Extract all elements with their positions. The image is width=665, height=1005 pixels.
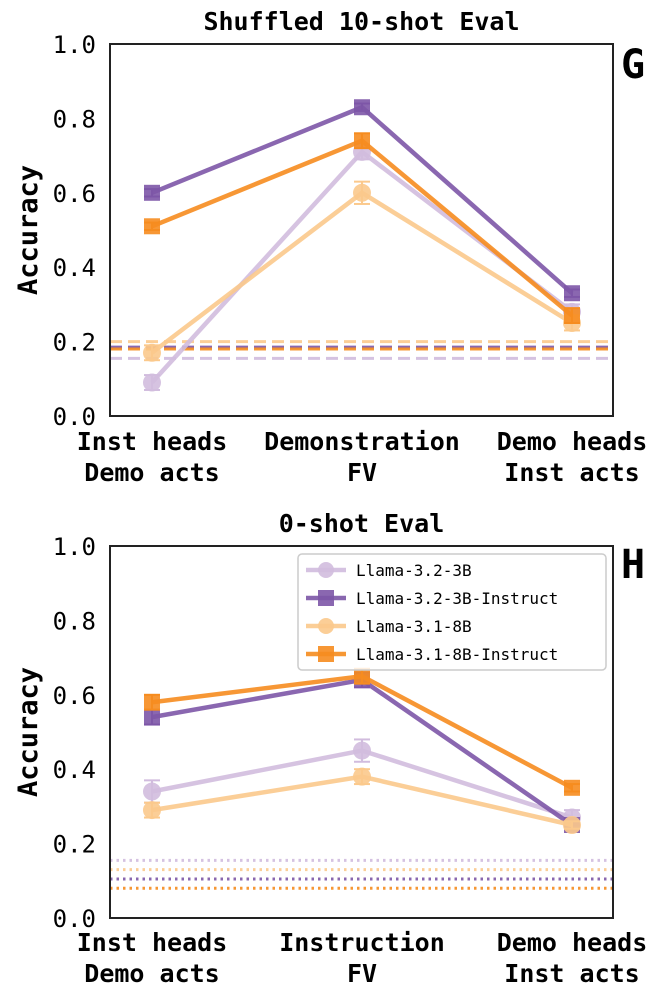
- legend-swatch-marker: [318, 618, 334, 634]
- data-point: [143, 343, 161, 362]
- data-point: [564, 307, 580, 324]
- data-point: [143, 782, 161, 801]
- x-tick-label: FV: [347, 458, 377, 487]
- y-tick-label: 0.0: [53, 403, 96, 431]
- x-tick-label: FV: [347, 959, 377, 988]
- data-point: [354, 668, 370, 685]
- data-point: [144, 709, 160, 726]
- x-tick-label: Demo heads: [497, 928, 648, 957]
- data-point: [564, 779, 580, 796]
- x-tick-label: Demo acts: [84, 458, 219, 487]
- axes-frame: [109, 43, 614, 417]
- legend-entry: Llama-3.1-8B-Instruct: [356, 645, 558, 664]
- axes-frame: [109, 545, 614, 919]
- panel-label: H: [621, 542, 645, 588]
- y-tick-label: 0.2: [53, 329, 96, 357]
- legend-entry: Llama-3.1-8B: [356, 617, 472, 636]
- data-point: [144, 218, 160, 235]
- x-tick-label: Demo heads: [497, 427, 648, 456]
- y-tick-label: 0.0: [53, 905, 96, 933]
- y-tick-label: 0.2: [53, 831, 96, 859]
- data-point: [143, 801, 161, 820]
- series-line: [150, 190, 574, 355]
- legend-box: [297, 553, 607, 671]
- y-axis-label: Accuracy: [13, 667, 44, 797]
- data-point: [144, 694, 160, 711]
- chart-title: 0-shot Eval: [279, 509, 445, 538]
- y-tick-label: 1.0: [53, 533, 96, 561]
- legend-swatch-marker: [318, 590, 334, 606]
- x-tick-label: Inst acts: [504, 959, 639, 988]
- x-tick-label: Demo acts: [84, 959, 219, 988]
- legend-entry: Llama-3.2-3B: [356, 561, 472, 580]
- chart-title: Shuffled 10-shot Eval: [203, 7, 519, 36]
- y-tick-label: 1.0: [53, 31, 96, 59]
- legend-swatch-marker: [318, 646, 334, 662]
- data-point: [353, 183, 371, 202]
- y-tick-label: 0.8: [53, 607, 96, 635]
- panel-label: G: [621, 42, 645, 88]
- data-point: [563, 816, 581, 834]
- data-point: [353, 767, 371, 786]
- y-tick-label: 0.8: [53, 105, 96, 133]
- x-tick-label: Inst heads: [77, 928, 228, 957]
- data-point: [354, 132, 370, 149]
- y-tick-label: 0.4: [53, 254, 96, 282]
- x-tick-label: Instruction: [279, 928, 445, 957]
- y-tick-label: 0.4: [53, 756, 96, 784]
- x-tick-label: Demonstration: [264, 427, 460, 456]
- data-point: [143, 373, 161, 392]
- x-tick-label: Inst heads: [77, 427, 228, 456]
- y-tick-label: 0.6: [53, 682, 96, 710]
- data-point: [144, 184, 160, 201]
- y-axis-label: Accuracy: [13, 165, 44, 295]
- data-point: [353, 741, 371, 760]
- data-point: [564, 285, 580, 302]
- x-tick-label: Inst acts: [504, 458, 639, 487]
- data-point: [354, 99, 370, 116]
- legend-swatch-marker: [318, 562, 334, 578]
- legend-entry: Llama-3.2-3B-Instruct: [356, 589, 558, 608]
- y-tick-label: 0.6: [53, 180, 96, 208]
